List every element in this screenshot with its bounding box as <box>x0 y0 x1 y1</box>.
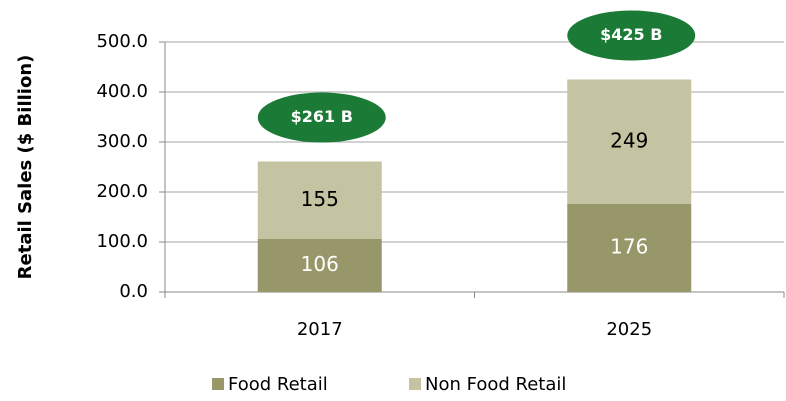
bar-segment <box>567 204 692 292</box>
total-bubble <box>567 10 696 61</box>
total-label: $425 B <box>600 25 662 44</box>
data-label: 155 <box>301 187 339 211</box>
y-tick-label: 200.0 <box>96 181 148 202</box>
legend-swatch <box>409 378 421 390</box>
legend-label: Food Retail <box>228 374 328 395</box>
x-tick-label: 2025 <box>606 319 652 340</box>
data-label: 176 <box>610 235 648 259</box>
bar-segment <box>567 79 692 204</box>
total-bubble <box>257 92 386 143</box>
y-tick-label: 0.0 <box>119 281 148 302</box>
legend-swatch <box>212 378 224 390</box>
bar-segment <box>257 161 382 239</box>
y-tick-label: 100.0 <box>96 231 148 252</box>
y-tick-label: 400.0 <box>96 81 148 102</box>
y-axis-label: Retail Sales ($ Billion) <box>15 55 36 280</box>
y-tick-label: 500.0 <box>96 31 148 52</box>
total-label: $261 B <box>291 107 353 126</box>
legend-label: Non Food Retail <box>425 374 566 395</box>
bar-segment <box>257 239 382 292</box>
y-tick-label: 300.0 <box>96 131 148 152</box>
x-tick-label: 2017 <box>297 319 343 340</box>
data-label: 106 <box>301 252 339 276</box>
data-label: 249 <box>610 128 648 152</box>
